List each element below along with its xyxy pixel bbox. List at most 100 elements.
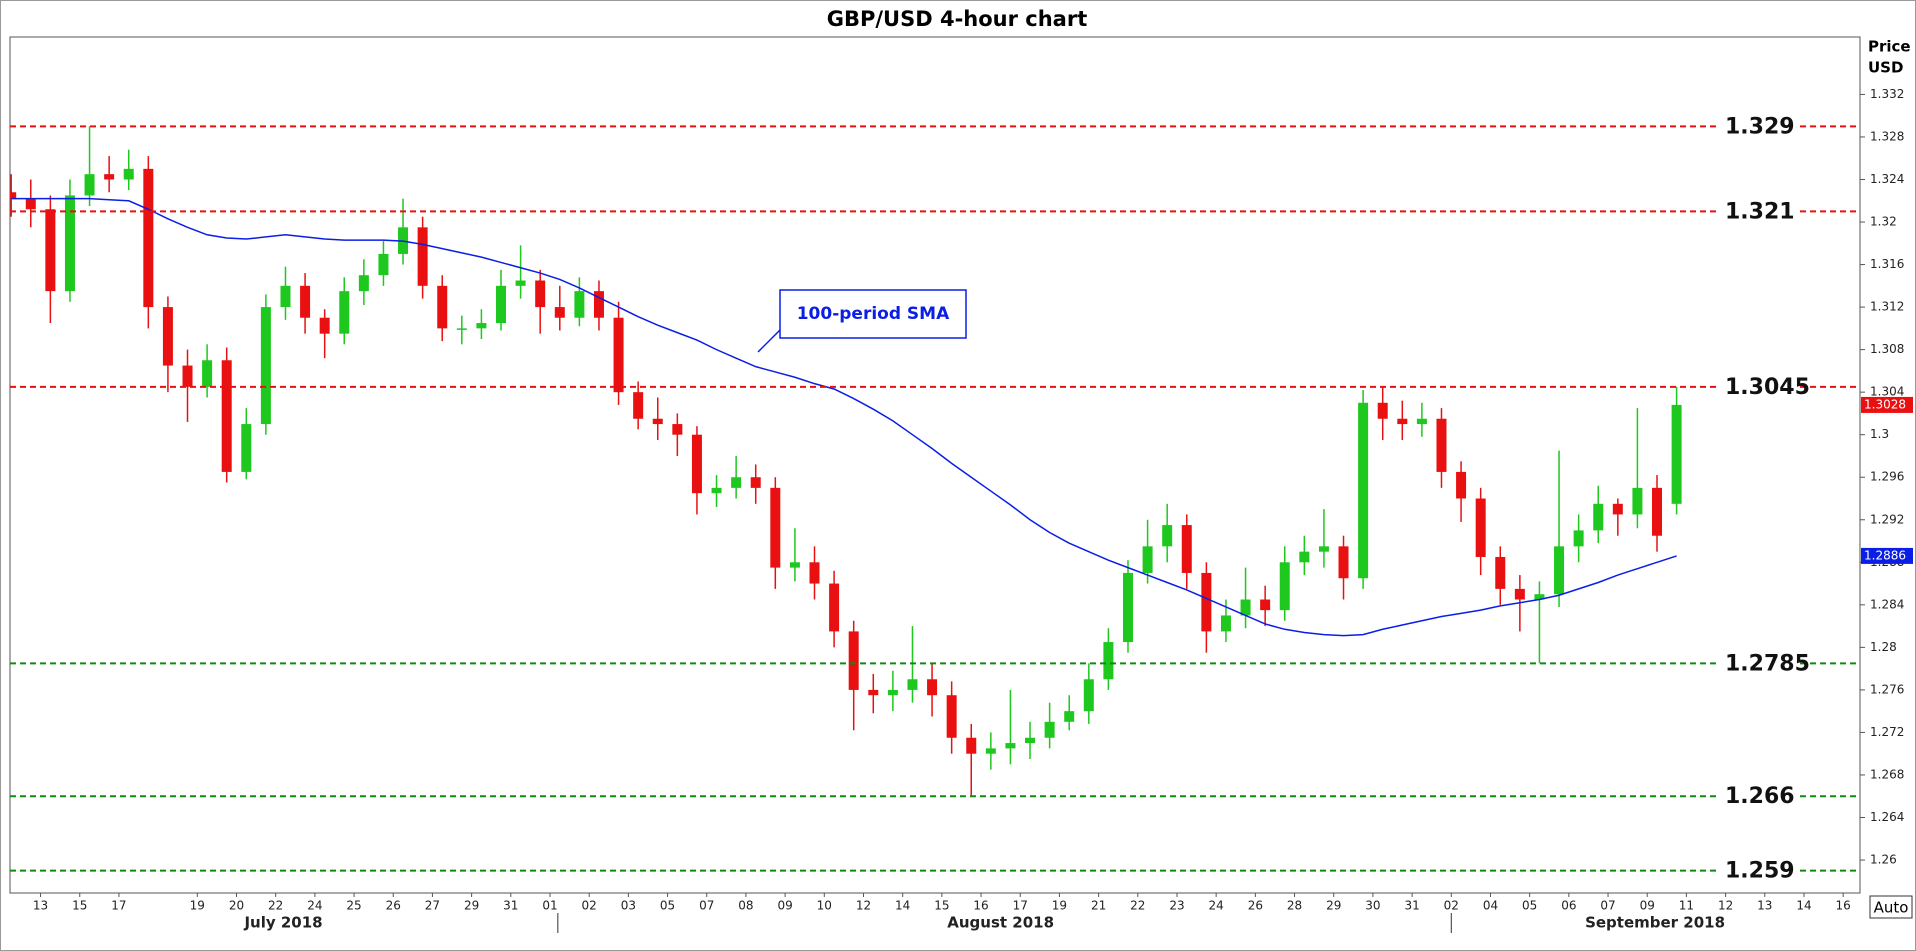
x-tick-label: 27 (425, 899, 440, 913)
candle-body (1495, 556, 1506, 589)
plot-area (9, 36, 1861, 894)
candle-body (1103, 642, 1114, 680)
candle-body (1005, 743, 1016, 749)
y-tick-label: 1.304 (1870, 385, 1904, 399)
candle-body (25, 198, 36, 210)
x-tick-label: 28 (1287, 899, 1302, 913)
candle-body (554, 307, 565, 318)
x-tick-label: 07 (1600, 899, 1615, 913)
candle-body (1162, 525, 1173, 547)
candle-body (691, 434, 702, 494)
candle-body (1475, 498, 1486, 557)
candle-body (711, 487, 722, 494)
level-label: 1.321 (1725, 199, 1795, 224)
x-tick-label: 30 (1365, 899, 1380, 913)
candle-body (946, 695, 957, 738)
y-tick-label: 1.316 (1870, 257, 1904, 271)
candle-body (1358, 402, 1369, 579)
last-price-label: 1.3028 (1864, 397, 1906, 411)
candle-body (1593, 503, 1604, 531)
auto-button-label[interactable]: Auto (1874, 899, 1909, 917)
candle-body (1064, 711, 1075, 722)
candle-body (1632, 487, 1643, 515)
month-label: August 2018 (947, 914, 1054, 932)
candle-body (966, 737, 977, 754)
candle-body (1279, 562, 1290, 611)
x-tick-label: 16 (1836, 899, 1851, 913)
month-label: July 2018 (243, 914, 322, 932)
candle-body (593, 291, 604, 318)
candle-body (809, 562, 820, 584)
candle-body (633, 392, 644, 419)
level-label: 1.329 (1725, 114, 1795, 139)
candle-body (319, 317, 330, 334)
x-tick-label: 22 (1130, 899, 1145, 913)
level-label-bg (1718, 113, 1798, 140)
auto-button[interactable] (1869, 895, 1913, 919)
y-tick-label: 1.268 (1870, 767, 1904, 781)
x-tick-label: 29 (1326, 899, 1341, 913)
annotation-box (779, 289, 967, 339)
level-label-bg (1718, 857, 1798, 884)
x-tick-label: 31 (503, 899, 518, 913)
x-tick-label: 26 (1248, 899, 1263, 913)
level-label-bg (1718, 783, 1798, 810)
month-label: September 2018 (1585, 914, 1725, 932)
y-tick-label: 1.312 (1870, 300, 1904, 314)
candle-body (202, 360, 213, 387)
candle-body (162, 307, 173, 366)
x-tick-label: 20 (229, 899, 244, 913)
annotation-pointer (757, 327, 783, 353)
candle-body (456, 328, 467, 330)
x-tick-label: 14 (1796, 899, 1811, 913)
candle-body (496, 285, 507, 324)
x-tick-label: 12 (856, 899, 871, 913)
candle-body (1514, 588, 1525, 600)
candle-body (437, 285, 448, 329)
candle-body (10, 192, 17, 199)
x-tick-label: 06 (1561, 899, 1576, 913)
y-tick-label: 1.264 (1870, 810, 1904, 824)
y-tick-label: 1.284 (1870, 597, 1904, 611)
x-tick-label: 07 (699, 899, 714, 913)
candle-body (300, 285, 311, 318)
candle-body (358, 275, 369, 292)
candle-body (1573, 530, 1584, 547)
y-tick-label: 1.308 (1870, 342, 1904, 356)
candle-body (1260, 599, 1271, 611)
candle-body (1436, 418, 1447, 472)
level-label: 1.266 (1725, 784, 1795, 809)
candle-body (770, 487, 781, 568)
candle-body (887, 689, 898, 696)
level-label-bg (1718, 373, 1798, 400)
x-tick-label: 15 (934, 899, 949, 913)
candle-body (476, 323, 487, 329)
candle-body (985, 748, 996, 754)
y-tick-label: 1.332 (1870, 87, 1904, 101)
sma-line (11, 197, 1677, 637)
candle-body (868, 689, 879, 696)
x-tick-label: 01 (542, 899, 557, 913)
x-tick-label: 10 (817, 899, 832, 913)
candle-body (45, 209, 56, 292)
candle-body (1201, 572, 1212, 632)
candle-body (182, 365, 193, 387)
x-tick-label: 19 (1052, 899, 1067, 913)
candle-body (1318, 546, 1329, 552)
plot-content (10, 126, 1682, 797)
x-tick-label: 12 (1718, 899, 1733, 913)
x-tick-label: 15 (72, 899, 87, 913)
candle-body (1299, 551, 1310, 563)
level-label: 1.3045 (1725, 375, 1810, 400)
candle-body (829, 583, 840, 632)
candle-body (515, 280, 526, 286)
x-tick-label: 17 (1013, 899, 1028, 913)
candle-body (652, 418, 663, 425)
candle-body (417, 227, 428, 286)
candle-body (260, 307, 271, 425)
candle-body (1044, 721, 1055, 738)
candle-body (1397, 418, 1408, 425)
chart-title: GBP/USD 4-hour chart (827, 7, 1088, 31)
y-tick-label: 1.292 (1870, 512, 1904, 526)
